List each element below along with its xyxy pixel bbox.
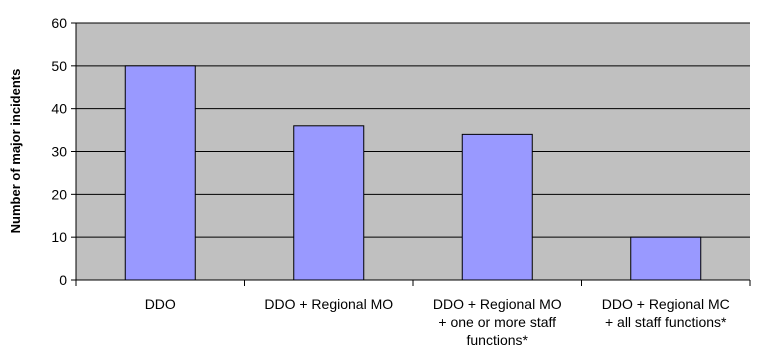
y-tick-label: 10: [51, 229, 67, 245]
x-tick-label-line: + one or more staff: [438, 314, 556, 330]
x-tick-labels: DDO DDO + Regional MO DDO + Regional MO + o…: [145, 296, 730, 348]
y-tick-label: 40: [51, 101, 67, 117]
bar-1: [293, 125, 365, 281]
x-tick-label: DDO + Regional MC + all staff functions*: [602, 296, 730, 330]
y-tick-label: 20: [51, 186, 67, 202]
y-tick-label: 60: [51, 15, 67, 31]
bar-2: [461, 133, 533, 281]
x-tick-label: DDO + Regional MO: [264, 296, 393, 312]
x-tick-label-line: DDO + Regional MC: [602, 296, 730, 312]
axes: [71, 22, 751, 286]
x-tick-label: DDO + Regional MO + one or more staff func…: [433, 296, 562, 348]
y-tick-labels: 0 10 20 30 40 50 60: [51, 15, 67, 288]
bar-0: [124, 65, 196, 281]
y-tick-label: 50: [51, 58, 67, 74]
x-tick-label-line: DDO: [145, 296, 176, 312]
x-tick-label-line: DDO + Regional MO: [433, 296, 562, 312]
x-tick-label: DDO: [145, 296, 176, 312]
y-tick-label: 30: [51, 144, 67, 160]
y-tick-label: 0: [59, 272, 67, 288]
bars: [124, 65, 702, 281]
x-tick-label-line: functions*: [467, 332, 529, 348]
bar-3: [630, 236, 702, 281]
x-tick-label-line: DDO + Regional MO: [264, 296, 393, 312]
y-axis-title: Number of major incidents: [8, 69, 23, 234]
x-tick-label-line: + all staff functions*: [605, 314, 727, 330]
